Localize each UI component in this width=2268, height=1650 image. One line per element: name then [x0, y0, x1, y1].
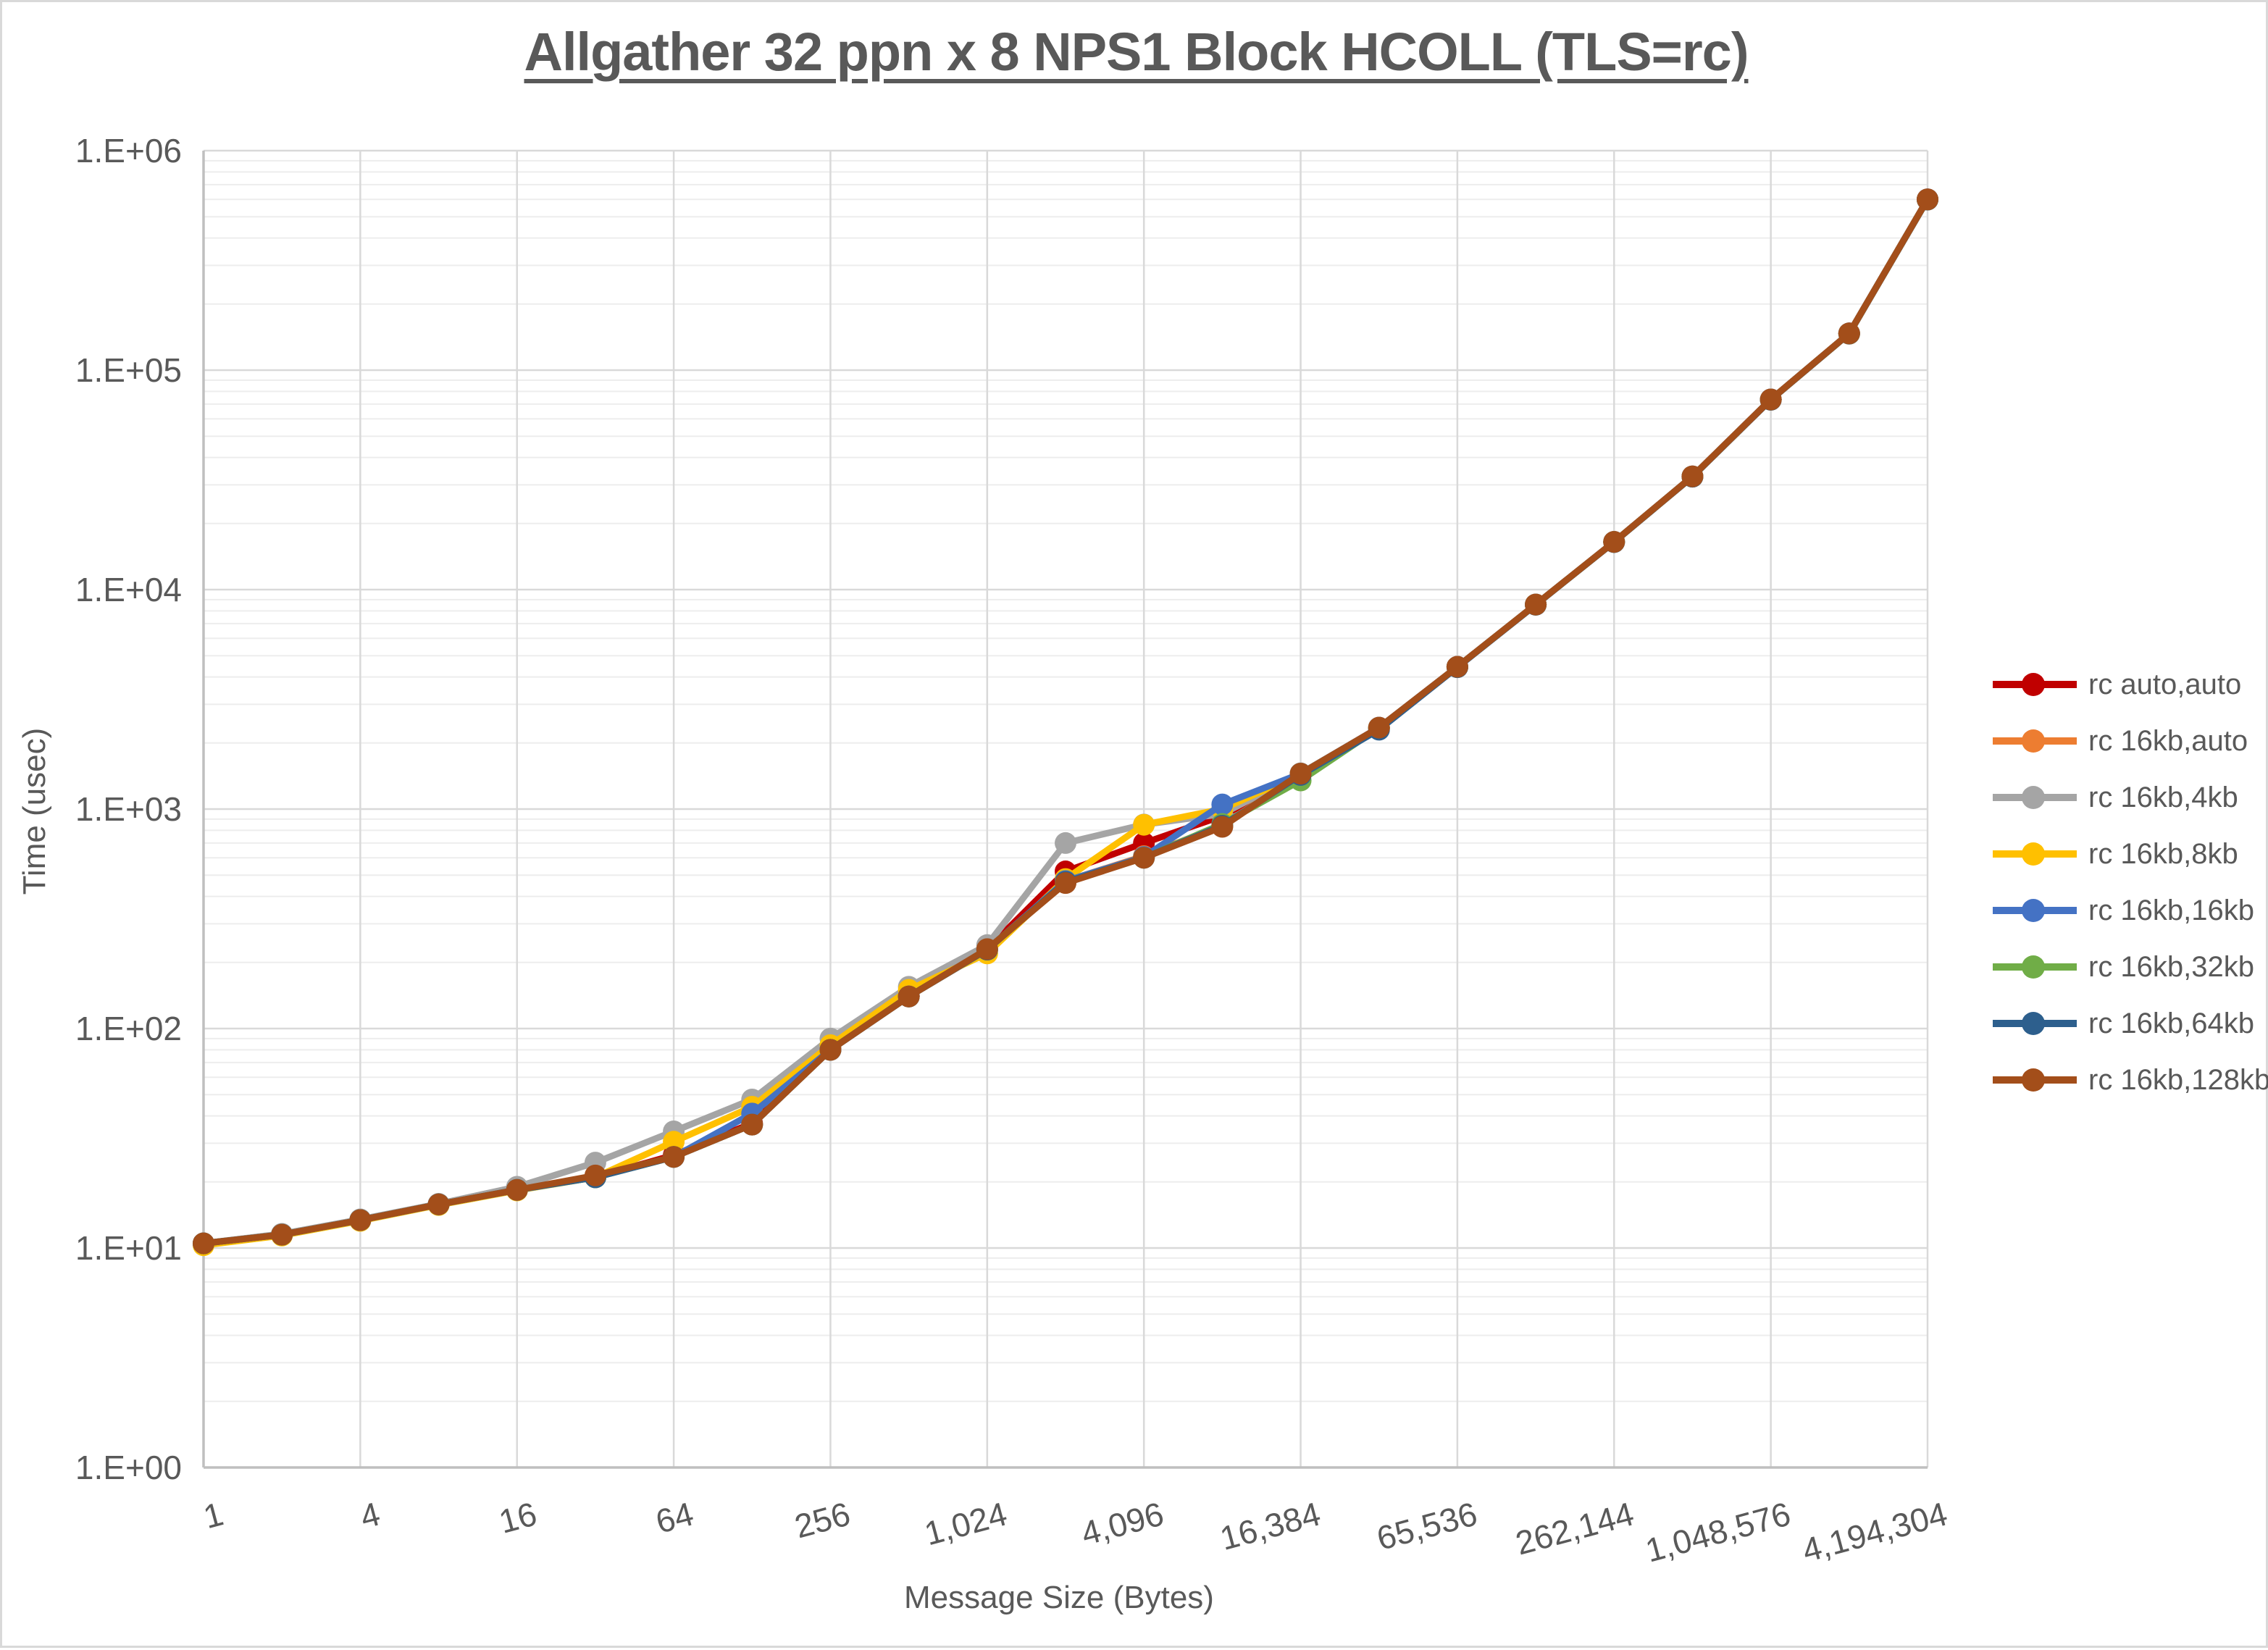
- y-tick-label: 1.E+06: [75, 132, 182, 169]
- legend-marker-icon: [1993, 673, 2077, 696]
- legend-label: rc 16kb,8kb: [2088, 837, 2238, 870]
- legend-marker-icon: [1993, 899, 2077, 922]
- legend-marker-icon: [1993, 842, 2077, 866]
- legend-marker-icon: [1993, 1068, 2077, 1092]
- data-point-marker: [1446, 656, 1468, 678]
- series-line-8: [200, 196, 1931, 1247]
- x-tick-label: 256: [790, 1494, 854, 1545]
- x-axis-title: Message Size (Bytes): [904, 1580, 1214, 1615]
- data-point-marker: [193, 1232, 214, 1255]
- series-line-4: [200, 196, 1931, 1249]
- legend-item-8: rc 16kb,128kb: [1991, 1052, 2268, 1108]
- data-point-marker: [1603, 531, 1625, 553]
- data-point-marker: [1133, 847, 1155, 869]
- series-line-3: [200, 196, 1931, 1247]
- legend-item-3: rc 16kb,4kb: [1991, 769, 2268, 826]
- data-point-marker: [663, 1146, 685, 1168]
- legend-item-5: rc 16kb,16kb: [1991, 882, 2268, 939]
- y-tick-label: 1.E+01: [75, 1229, 182, 1267]
- data-point-marker: [1211, 793, 1234, 816]
- x-tick-label: 4: [356, 1494, 384, 1536]
- data-point-marker: [976, 938, 998, 960]
- x-tick-label: 64: [652, 1494, 698, 1540]
- x-tick-label: 65,536: [1373, 1494, 1481, 1557]
- major-gridlines: [202, 149, 1929, 1469]
- data-point-marker: [1759, 388, 1782, 411]
- series-line-2: [200, 196, 1931, 1247]
- series-line-6: [200, 196, 1931, 1247]
- legend-item-6: rc 16kb,32kb: [1991, 939, 2268, 995]
- legend-marker-icon: [1993, 1012, 2077, 1035]
- data-point-marker: [1055, 832, 1076, 854]
- data-point-marker: [1525, 593, 1547, 616]
- legend-item-1: rc auto,auto: [1991, 656, 2268, 713]
- legend-item-2: rc 16kb,auto: [1991, 713, 2268, 769]
- x-tick-label: 1: [199, 1494, 227, 1536]
- data-point-marker: [584, 1164, 606, 1186]
- legend-label: rc 16kb,4kb: [2088, 781, 2238, 813]
- legend-label: rc 16kb,128kb: [2088, 1063, 2268, 1096]
- x-tick-label: 16: [495, 1494, 540, 1540]
- x-tick-label: 262,144: [1512, 1494, 1638, 1562]
- x-tick-label: 1,024: [921, 1494, 1011, 1552]
- legend-marker-icon: [1993, 955, 2077, 979]
- legend-label: rc 16kb,16kb: [2088, 894, 2255, 926]
- data-point-marker: [1368, 716, 1390, 739]
- series-line-1: [200, 196, 1931, 1247]
- data-point-marker: [819, 1039, 842, 1061]
- y-tick-labels: 1.E+00 1.E+01 1.E+02 1.E+03 1.E+04 1.E+05 1.E+…: [75, 132, 182, 1486]
- legend-item-4: rc 16kb,8kb: [1991, 826, 2268, 882]
- legend-marker-icon: [1993, 786, 2077, 809]
- data-point-marker: [1681, 465, 1704, 487]
- data-point-marker: [663, 1131, 685, 1153]
- data-point-marker: [506, 1178, 528, 1201]
- x-tick-label: 4,194,304: [1798, 1494, 1951, 1569]
- chart-title: Allgather 32 ppn x 8 NPS1 Block HCOLL (T…: [524, 22, 1749, 82]
- legend-label: rc 16kb,64kb: [2088, 1007, 2255, 1039]
- x-tick-label: 1,048,576: [1641, 1494, 1794, 1569]
- x-tick-label: 4,096: [1077, 1494, 1168, 1552]
- legend-label: rc auto,auto: [2088, 668, 2242, 700]
- data-point-marker: [1917, 188, 1938, 211]
- series-line-7: [200, 196, 1931, 1247]
- series-line-5: [200, 196, 1931, 1247]
- data-point-marker: [1055, 872, 1076, 895]
- minor-gridlines: [204, 159, 1928, 1402]
- y-tick-label: 1.E+04: [75, 571, 182, 608]
- legend: rc auto,auto rc 16kb,auto rc 16kb,4kb rc 16…: [1991, 656, 2268, 1108]
- legend-label: rc 16kb,32kb: [2088, 950, 2255, 983]
- data-point-marker: [741, 1113, 763, 1136]
- y-axis-title: Time (usec): [17, 727, 52, 895]
- data-point-marker: [271, 1223, 293, 1246]
- x-tick-label: 16,384: [1216, 1494, 1324, 1557]
- data-point-marker: [1838, 322, 1860, 345]
- data-point-marker: [897, 985, 920, 1008]
- data-point-marker: [1289, 763, 1312, 785]
- y-tick-label: 1.E+05: [75, 351, 182, 389]
- legend-label: rc 16kb,auto: [2088, 724, 2248, 757]
- x-tick-labels: 1 4 16 64 256 1,024 4,096 16,384 65,536 262,144 1,…: [199, 1494, 1951, 1569]
- data-point-marker: [427, 1193, 450, 1215]
- y-tick-label: 1.E+02: [75, 1010, 182, 1047]
- data-series: [193, 188, 1938, 1257]
- legend-marker-icon: [1993, 729, 2077, 753]
- data-point-marker: [1211, 816, 1234, 838]
- y-tick-label: 1.E+00: [75, 1449, 182, 1486]
- y-tick-label: 1.E+03: [75, 790, 182, 828]
- data-point-marker: [1133, 813, 1155, 836]
- data-point-marker: [349, 1209, 372, 1231]
- legend-item-7: rc 16kb,64kb: [1991, 995, 2268, 1052]
